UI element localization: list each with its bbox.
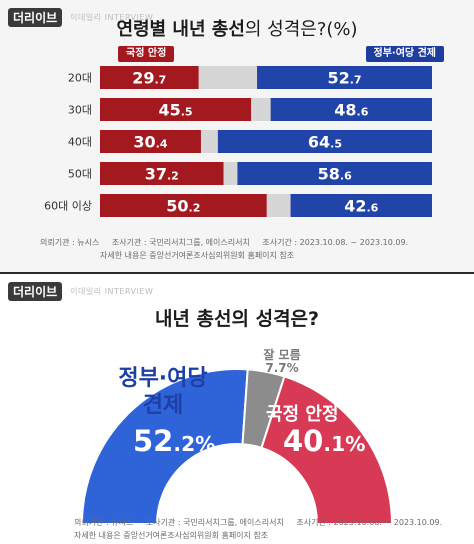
bar-value-check: 48.6 — [334, 101, 368, 120]
bar-stability — [100, 162, 224, 185]
bar-check — [257, 66, 432, 89]
bar-check — [217, 130, 432, 153]
bar-category-label: 50대 — [68, 168, 92, 181]
pie-value-dontknow: 7.7% — [265, 361, 299, 375]
footer-survey: 조사기관 : 국민리서치그룹, 에이스리서치 — [111, 238, 250, 247]
pie-value-stability: 40.1% — [283, 424, 366, 458]
pie-chart — [80, 368, 394, 525]
footer-note-bottom: 자세한 내용은 중앙선거여론조사심의위원회 홈페이지 참조 — [74, 531, 269, 540]
bar-value-check: 58.6 — [318, 165, 352, 184]
bar-value-check: 64.5 — [308, 133, 342, 152]
bar-category-label: 20대 — [68, 72, 92, 85]
brand-logo-bottom: 더리이브 — [8, 282, 63, 301]
brand-bottom: 더리이브 이데일리 INTERVIEW — [8, 282, 153, 301]
bar-chart-title-bold: 연령별 내년 총선 — [116, 19, 245, 40]
bar-check — [270, 98, 432, 121]
pie-slice-check — [80, 368, 249, 525]
age-bar-chart-panel: 더리이브 이데일리 INTERVIEW 연령별 내년 총선의 성격은?(%) 국… — [0, 8, 474, 262]
pie-value-check: 52.2% — [133, 424, 216, 458]
legend-stability: 국정 안정 — [118, 46, 175, 62]
bar-check — [237, 162, 432, 185]
brand: 더리이브 이데일리 INTERVIEW — [8, 8, 153, 27]
bar-stability — [100, 66, 199, 89]
footer-period-bottom: 조사기간 : 2023.10.08. ~ 2023.10.09. — [296, 518, 443, 527]
footer-agency: 의뢰기관 : 뉴시스 — [40, 238, 100, 247]
bar-value-check: 52.7 — [327, 69, 361, 88]
bar-category-label: 60대 이상 — [44, 200, 92, 213]
bar-value-stability: 30.4 — [133, 133, 167, 152]
pie-label-stability: 국정 안정 — [266, 404, 339, 425]
overall-pie-panel: 더리이브 이데일리 INTERVIEW 내년 총선의 성격은? 정부·여당 견제… — [0, 272, 474, 544]
pie-chart-title: 내년 총선의 성격은? — [154, 308, 320, 330]
brand-sub: 이데일리 INTERVIEW — [70, 13, 154, 22]
bar-value-stability: 29.7 — [132, 69, 166, 88]
footer-period: 조사기간 : 2023.10.08. ~ 2023.10.09. — [262, 238, 409, 247]
bar-stability — [100, 194, 267, 217]
pie-label-dontknow: 잘 모름 — [263, 348, 301, 362]
bar-chart-title: 연령별 내년 총선의 성격은?(%) — [0, 15, 474, 41]
footer-survey-bottom: 조사기관 : 국민리서치그룹, 에이스리서치 — [145, 518, 284, 527]
bar-category-label: 30대 — [68, 104, 92, 117]
bar-category-label: 40대 — [68, 136, 92, 149]
bar-legend: 국정 안정 정부·여당 견제 — [0, 46, 474, 62]
bar-check — [290, 194, 432, 217]
bar-stability — [100, 130, 201, 153]
bar-value-stability: 50.2 — [166, 197, 200, 216]
brand-logo: 더리이브 — [8, 8, 63, 27]
bar-value-stability: 45.5 — [158, 101, 192, 120]
bar-chart-title-rest: 의 성격은?(%) — [244, 19, 358, 40]
brand-sub-bottom: 이데일리 INTERVIEW — [70, 287, 154, 296]
pie-label-check-line2: 견제 — [142, 393, 184, 418]
footer-agency-bottom: 의뢰기관 : 뉴시스 — [74, 518, 134, 527]
legend-check: 정부·여당 견제 — [365, 46, 444, 62]
bar-footer: 의뢰기관 : 뉴시스 조사기관 : 국민리서치그룹, 에이스리서치 조사기간 :… — [40, 236, 460, 262]
pie-footer: 의뢰기관 : 뉴시스 조사기관 : 국민리서치그룹, 에이스리서치 조사기간 :… — [74, 516, 464, 542]
bar-stability — [100, 98, 252, 121]
pie-label-check: 정부·여당 견제 — [93, 365, 233, 419]
bar-value-stability: 37.2 — [145, 165, 179, 184]
bar-chart: 20대 29.7 52.7 30대 45.5 48.6 40대 30.4 64.5 50대 37.2… — [44, 66, 432, 217]
pie-label-check-line1: 정부·여당 — [118, 366, 208, 391]
pie-slice-stability — [260, 375, 394, 525]
footer-note: 자세한 내용은 중앙선거여론조사심의위원회 홈페이지 참조 — [100, 251, 295, 260]
bar-value-check: 42.6 — [344, 197, 378, 216]
